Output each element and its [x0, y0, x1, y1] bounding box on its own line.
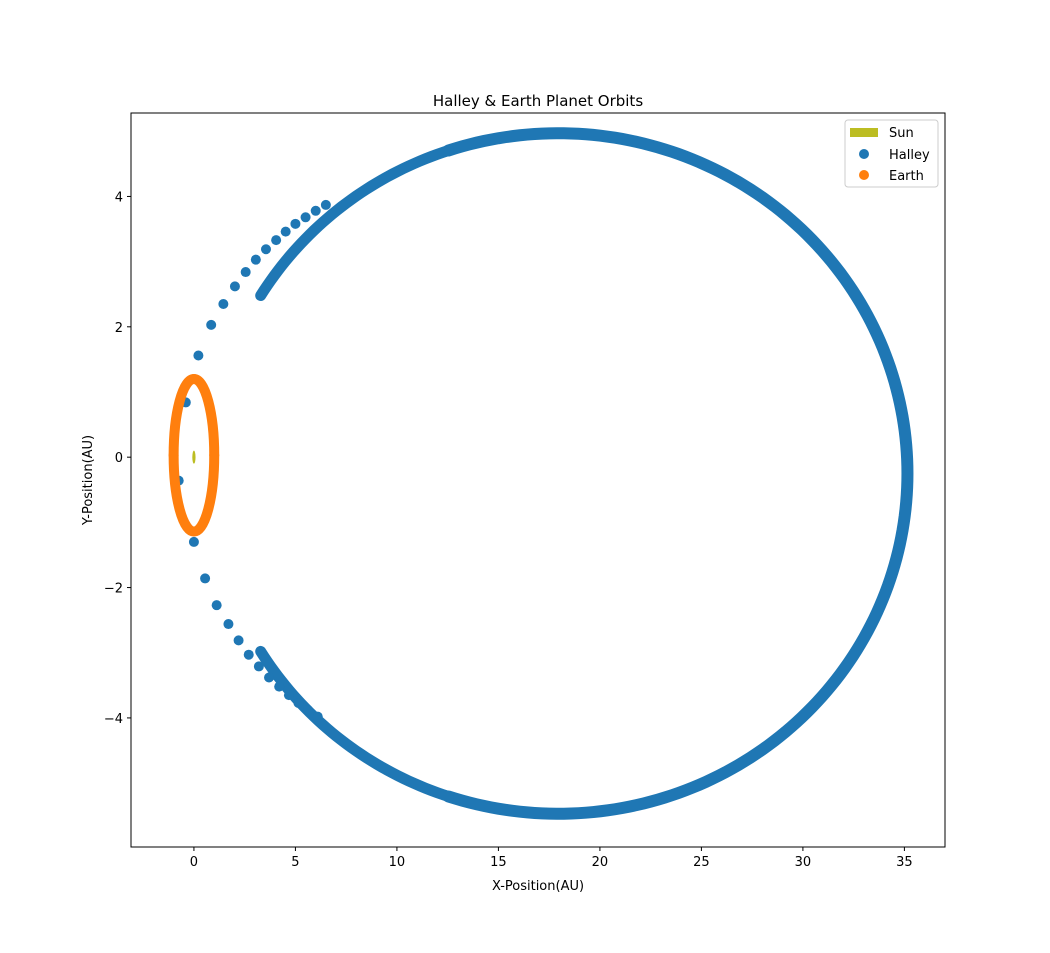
- legend-sun-swatch: [850, 128, 878, 137]
- halley-point: [243, 649, 254, 660]
- halley-point: [293, 697, 304, 708]
- halley-point: [283, 690, 294, 701]
- halley-point: [260, 244, 271, 255]
- legend-earth-label: Earth: [889, 169, 924, 184]
- halley-point: [200, 573, 211, 584]
- y-tick-label: 0: [115, 451, 123, 466]
- x-axis-label: X-Position(AU): [492, 879, 584, 894]
- halley-point: [240, 267, 251, 278]
- halley-point: [290, 218, 301, 229]
- chart-title: Halley & Earth Planet Orbits: [433, 92, 643, 110]
- x-tick-label: 10: [389, 855, 406, 870]
- halley-point: [188, 536, 199, 547]
- halley-point: [271, 235, 282, 246]
- halley-point: [320, 199, 331, 210]
- halley-point: [229, 281, 240, 292]
- x-tick-label: 35: [896, 855, 913, 870]
- halley-point: [300, 212, 311, 223]
- x-axis-ticks: 0 5 10 15 20 25 30 35: [190, 847, 913, 870]
- halley-point: [233, 635, 244, 646]
- x-tick-label: 5: [291, 855, 299, 870]
- legend-halley-label: Halley: [889, 148, 930, 163]
- earth-point: [188, 373, 199, 384]
- earth-point: [209, 450, 220, 461]
- sun-marker: [192, 450, 196, 464]
- halley-point: [280, 226, 291, 237]
- halley-orbit-lower: [255, 144, 454, 302]
- halley-orbit-band: [442, 127, 914, 820]
- x-tick-label: 25: [693, 855, 710, 870]
- halley-orbit-upper: [255, 645, 454, 802]
- x-tick-label: 0: [190, 855, 198, 870]
- halley-point: [206, 319, 217, 330]
- axes-frame: [130, 112, 946, 848]
- legend-sun-label: Sun: [889, 126, 914, 141]
- halley-point: [264, 672, 275, 683]
- y-axis-label: Y-Position(AU): [81, 435, 96, 526]
- x-tick-label: 30: [795, 855, 812, 870]
- earth-point: [168, 450, 179, 461]
- y-tick-label: −4: [104, 712, 123, 727]
- y-tick-label: 4: [115, 190, 123, 205]
- halley-point: [223, 619, 234, 630]
- halley-point: [274, 681, 285, 692]
- halley-point: [253, 661, 264, 672]
- halley-point: [310, 205, 321, 216]
- halley-point: [312, 711, 323, 722]
- earth-point: [188, 526, 199, 537]
- halley-point: [218, 298, 229, 309]
- halley-point: [303, 705, 314, 716]
- halley-point: [250, 254, 261, 265]
- legend: Sun Halley Earth: [844, 119, 939, 188]
- halley-point: [211, 600, 222, 611]
- y-tick-label: −2: [104, 582, 123, 597]
- legend-halley-marker: [859, 149, 869, 159]
- x-tick-label: 15: [490, 855, 507, 870]
- plot-marks: [168, 127, 914, 820]
- legend-earth-marker: [859, 170, 869, 180]
- y-tick-label: 2: [115, 321, 123, 336]
- x-tick-label: 20: [592, 855, 609, 870]
- halley-point: [193, 350, 204, 361]
- y-axis-ticks: −4 −2 0 2 4: [104, 190, 131, 727]
